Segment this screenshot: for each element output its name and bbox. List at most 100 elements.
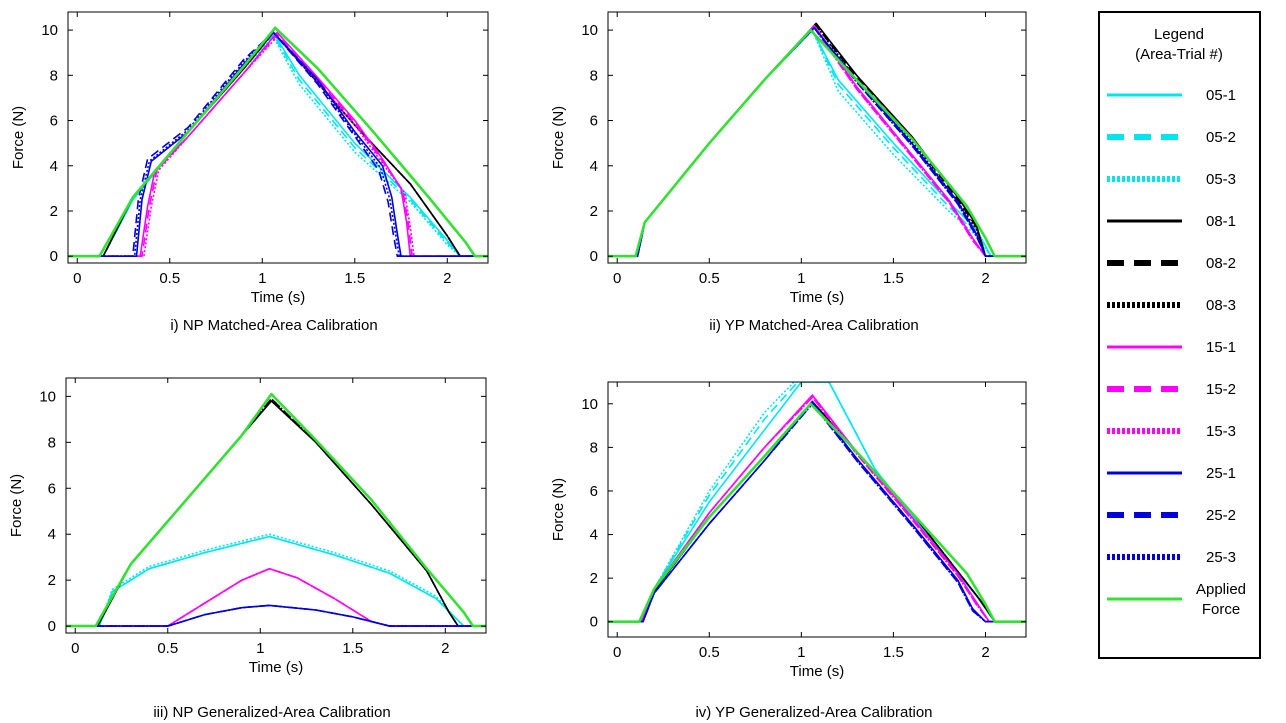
legend-entries: 05-1 05-2 05-3 08-1 08-2 08-3 15-1 15-2 15-3 25-1… [1107, 87, 1246, 618]
y-tick-label: 0 [590, 248, 598, 265]
panel-caption: iii) NP Generalized-Area Calibration [153, 704, 390, 721]
series-line-05-1 [608, 382, 1026, 623]
legend-label: 08-1 [1206, 213, 1236, 230]
series-line-25-2 [66, 604, 486, 627]
legend-label: 15-3 [1206, 423, 1236, 440]
series-line-25-1 [68, 31, 488, 258]
x-axis-label: Time (s) [790, 663, 844, 680]
axes-frame [607, 11, 1027, 264]
x-tick-label: 2 [441, 640, 449, 657]
legend-entry: Applied Force [1107, 581, 1246, 618]
panel-3: 0 0.5 1 1.5 2 0 2 4 6 8 10 Time (s) Force (N) iii) NP… [8, 377, 487, 721]
axes-frame [67, 11, 489, 264]
series-line-15-3 [608, 396, 1026, 623]
series-line-25-3 [68, 31, 488, 258]
series-line-15-1 [608, 394, 1026, 623]
x-tick-label: 1 [258, 270, 266, 287]
y-tick-label: 10 [581, 396, 598, 413]
y-tick-label: 0 [48, 618, 56, 635]
legend-entry: 25-2 [1107, 507, 1236, 524]
legend-entry: 25-1 [1107, 465, 1236, 482]
y-tick-label: 8 [590, 439, 598, 456]
x-tick-label: 1.5 [342, 640, 363, 657]
x-tick-label: 0.5 [159, 270, 180, 287]
series-line-applied-force [608, 28, 1026, 258]
series-line-15-1 [68, 31, 488, 258]
legend-entry: 08-1 [1107, 213, 1236, 230]
y-tick-label: 4 [50, 158, 58, 175]
x-tick-label: 0 [613, 270, 621, 287]
y-tick-label: 10 [39, 388, 56, 405]
y-tick-label: 0 [50, 248, 58, 265]
x-tick-label: 0 [613, 644, 621, 661]
y-axis-label: Force (N) [10, 106, 27, 169]
legend-title: Legend [1154, 26, 1204, 43]
panel-caption: i) NP Matched-Area Calibration [170, 317, 377, 334]
series-line-05-3 [608, 382, 1026, 623]
y-axis-label: Force (N) [550, 478, 567, 541]
legend-entry: 08-3 [1107, 297, 1236, 314]
panel-caption: ii) YP Matched-Area Calibration [709, 317, 919, 334]
x-axis-label: Time (s) [790, 289, 844, 306]
axes-frame [607, 381, 1027, 638]
legend-entry: 05-1 [1107, 87, 1236, 104]
legend: Legend (Area-Trial #) 05-1 05-2 05-3 08-1 08… [1098, 11, 1261, 659]
series-line-05-2 [608, 382, 1026, 623]
series-line-15-3 [68, 36, 488, 258]
legend-label: 15-2 [1206, 381, 1236, 398]
series-line-applied-force [68, 26, 488, 258]
y-axis-label: Force (N) [8, 474, 25, 537]
series-line-05-3 [608, 29, 1026, 258]
series-line-25-1 [608, 400, 1026, 623]
y-tick-label: 4 [590, 158, 598, 175]
series-line-05-2 [68, 33, 488, 258]
y-tick-label: 2 [590, 203, 598, 220]
x-tick-label: 1 [256, 640, 264, 657]
series-group [608, 22, 1026, 258]
legend-label: 15-1 [1206, 339, 1236, 356]
series-line-05-1 [68, 31, 488, 258]
panel-2: 0 0.5 1 1.5 2 0 2 4 6 8 10 Time (s) Force (N) ii) YP … [550, 11, 1027, 334]
x-axis-label: Time (s) [251, 289, 305, 306]
x-tick-label: 1.5 [883, 644, 904, 661]
y-tick-label: 2 [50, 203, 58, 220]
x-tick-label: 0.5 [157, 640, 178, 657]
legend-label: 08-3 [1206, 297, 1236, 314]
legend-entry: 15-3 [1107, 423, 1236, 440]
series-line-08-1 [68, 31, 488, 258]
y-tick-label: 8 [50, 67, 58, 84]
legend-entry: 25-3 [1107, 549, 1236, 566]
series-line-25-1 [66, 604, 486, 627]
series-line-15-1 [66, 567, 486, 627]
x-axis-label: Time (s) [249, 659, 303, 676]
x-tick-label: 1 [797, 644, 805, 661]
x-tick-label: 0.5 [699, 270, 720, 287]
series-line-08-2 [68, 31, 488, 258]
y-tick-label: 8 [48, 434, 56, 451]
legend-label: 05-2 [1206, 129, 1236, 146]
series-line-08-3 [68, 31, 488, 258]
x-tick-label: 0 [73, 270, 81, 287]
series-line-08-3 [608, 400, 1026, 623]
legend-box [1098, 11, 1261, 659]
legend-label: 05-1 [1206, 87, 1236, 104]
panel-caption: iv) YP Generalized-Area Calibration [695, 704, 932, 721]
y-tick-label: 6 [590, 483, 598, 500]
legend-entry: 05-2 [1107, 129, 1236, 146]
series-line-08-1 [608, 400, 1026, 623]
series-line-08-3 [66, 397, 486, 627]
legend-label: 05-3 [1206, 171, 1236, 188]
series-line-05-3 [66, 533, 486, 627]
y-tick-label: 6 [50, 113, 58, 130]
legend-label: 08-2 [1206, 255, 1236, 272]
x-tick-label: 0 [71, 640, 79, 657]
y-tick-label: 6 [48, 480, 56, 497]
x-tick-label: 2 [981, 270, 989, 287]
x-tick-label: 0.5 [699, 644, 720, 661]
legend-entry: 15-2 [1107, 381, 1236, 398]
y-tick-label: 8 [590, 67, 598, 84]
y-tick-label: 10 [41, 22, 58, 39]
series-line-08-1 [66, 400, 486, 627]
series-line-25-3 [608, 402, 1026, 623]
